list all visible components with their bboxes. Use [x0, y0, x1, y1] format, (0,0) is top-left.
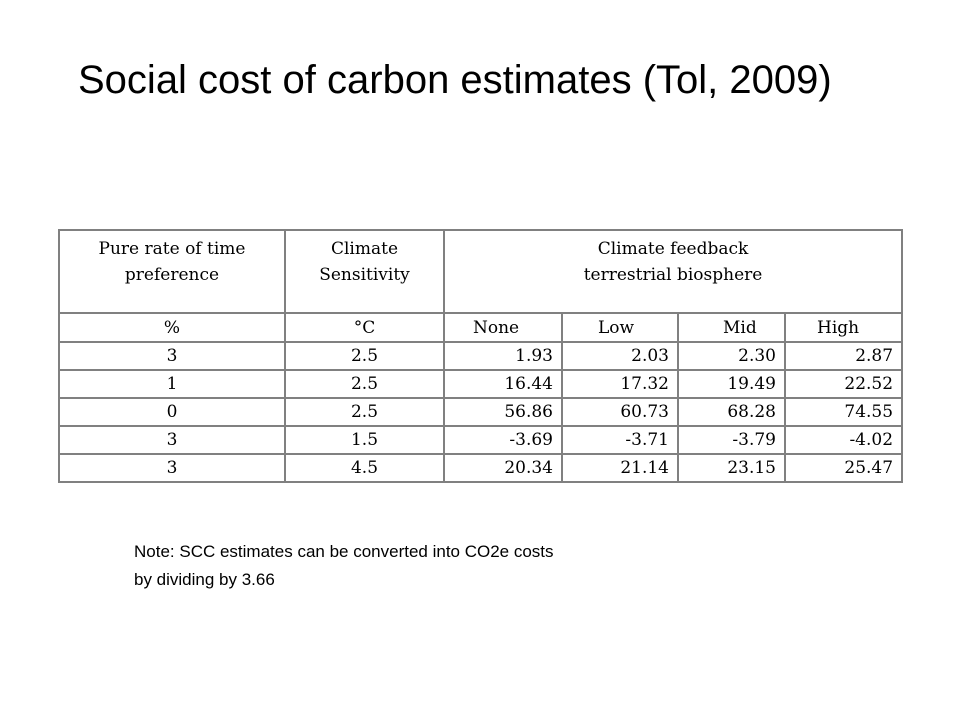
cell-none: 1.93: [443, 341, 563, 371]
conversion-note: Note: SCC estimates can be converted int…: [134, 538, 554, 594]
unit-low: Low: [561, 312, 679, 343]
cell-rate: 3: [58, 425, 286, 455]
unit-celsius: °C: [284, 312, 445, 343]
cell-low: 17.32: [561, 369, 679, 399]
cell-mid: 23.15: [677, 453, 786, 483]
cell-sensitivity: 1.5: [284, 425, 445, 455]
cell-sensitivity: 2.5: [284, 369, 445, 399]
table-row: 0 2.5 56.86 60.73 68.28 74.55: [58, 397, 904, 427]
cell-high: 2.87: [783, 341, 904, 371]
header-climate-sensitivity: Climate Sensitivity: [284, 229, 445, 314]
cell-high: 22.52: [783, 369, 904, 399]
cell-none: 20.34: [443, 453, 563, 483]
cell-none: 16.44: [443, 369, 563, 399]
cell-rate: 1: [58, 369, 286, 399]
scc-table: Pure rate of time preference Climate Sen…: [58, 229, 904, 483]
cell-mid: -3.79: [677, 425, 786, 455]
cell-sensitivity: 2.5: [284, 341, 445, 371]
unit-high: High: [783, 312, 904, 343]
unit-mid: Mid: [677, 312, 786, 343]
cell-high: 74.55: [783, 397, 904, 427]
cell-mid: 68.28: [677, 397, 786, 427]
table-units-row: % °C None Low Mid High: [58, 312, 904, 343]
table-row: 3 2.5 1.93 2.03 2.30 2.87: [58, 341, 904, 371]
table-row: 1 2.5 16.44 17.32 19.49 22.52: [58, 369, 904, 399]
table-row: 3 4.5 20.34 21.14 23.15 25.47: [58, 453, 904, 483]
header-climate-feedback: Climate feedback terrestrial biosphere: [442, 229, 904, 314]
note-line-1: Note: SCC estimates can be converted int…: [134, 542, 554, 561]
cell-sensitivity: 2.5: [284, 397, 445, 427]
cell-sensitivity: 4.5: [284, 453, 445, 483]
cell-high: -4.02: [783, 425, 904, 455]
cell-rate: 3: [58, 453, 286, 483]
cell-low: -3.71: [561, 425, 679, 455]
cell-high: 25.47: [783, 453, 904, 483]
cell-none: 56.86: [443, 397, 563, 427]
cell-low: 21.14: [561, 453, 679, 483]
note-line-2: by dividing by 3.66: [134, 570, 275, 589]
slide-title: Social cost of carbon estimates (Tol, 20…: [78, 58, 832, 102]
header-time-preference: Pure rate of time preference: [58, 229, 286, 314]
cell-low: 60.73: [561, 397, 679, 427]
cell-mid: 2.30: [677, 341, 786, 371]
table-header-row: Pure rate of time preference Climate Sen…: [58, 229, 904, 314]
cell-none: -3.69: [443, 425, 563, 455]
cell-low: 2.03: [561, 341, 679, 371]
cell-rate: 3: [58, 341, 286, 371]
cell-mid: 19.49: [677, 369, 786, 399]
unit-percent: %: [58, 312, 286, 343]
cell-rate: 0: [58, 397, 286, 427]
table-row: 3 1.5 -3.69 -3.71 -3.79 -4.02: [58, 425, 904, 455]
unit-none: None: [443, 312, 563, 343]
